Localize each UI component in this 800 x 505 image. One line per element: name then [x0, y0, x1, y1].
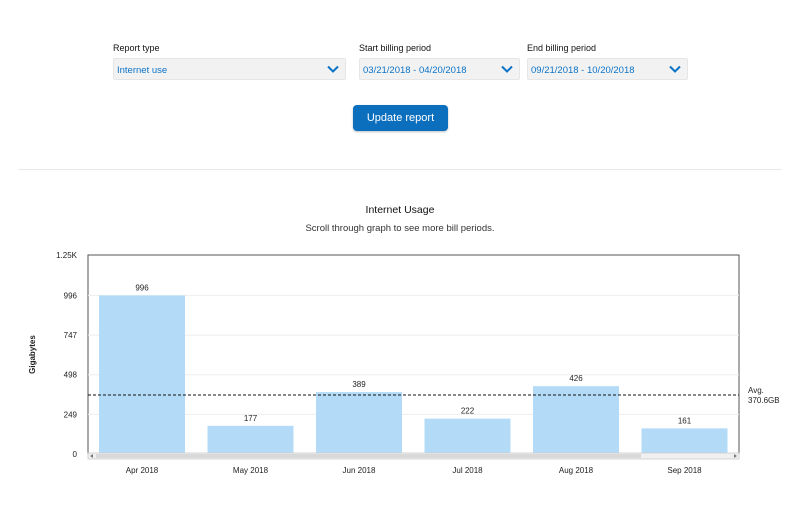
bar	[207, 425, 294, 454]
report-type-label: Report type	[113, 43, 160, 53]
bar	[424, 418, 511, 454]
end-period-label: End billing period	[527, 43, 597, 53]
scroll-right-icon[interactable]	[734, 454, 737, 458]
chart-title: Internet Usage	[365, 204, 435, 216]
y-axis-title: Gigabytes	[28, 335, 37, 374]
x-tick-label: Jun 2018	[343, 466, 376, 475]
y-tick-label: 249	[64, 410, 78, 419]
section-divider	[18, 169, 782, 170]
data-label: 161	[678, 416, 692, 425]
x-tick-label: Aug 2018	[559, 466, 594, 475]
chart-subtitle: Scroll through graph to see more bill pe…	[305, 223, 495, 234]
chevron-down-icon	[327, 65, 339, 73]
scrollbar-thumb[interactable]	[96, 454, 641, 458]
chevron-down-icon	[501, 65, 513, 73]
report-type-value: Internet use	[117, 65, 168, 76]
average-label: Avg.	[748, 386, 764, 395]
plot-frame	[87, 254, 740, 455]
bar	[99, 295, 185, 454]
x-tick-label: Sep 2018	[667, 466, 702, 475]
bar	[641, 428, 728, 454]
update-report-button[interactable]: Update report	[353, 105, 448, 131]
data-label: 996	[135, 283, 149, 292]
data-label: 389	[352, 380, 366, 389]
data-label: 177	[244, 414, 258, 423]
bar	[316, 392, 402, 454]
start-period-label: Start billing period	[359, 43, 432, 53]
internet-usage-chart: 0 249 498 747 996 1.25K Gigabytes 996 Apr 2018 17…	[28, 251, 780, 475]
average-value-label: 370.6GB	[748, 396, 780, 405]
report-type-select[interactable]: Internet use	[113, 58, 346, 80]
y-tick-label: 1.25K	[56, 251, 78, 260]
grid-lines	[87, 254, 740, 455]
x-tick-label: May 2018	[233, 466, 269, 475]
y-tick-label: 498	[64, 371, 78, 380]
bar	[533, 386, 619, 454]
start-period-value: 03/21/2018 - 04/20/2018	[363, 65, 467, 76]
x-tick-label: Apr 2018	[126, 466, 159, 475]
y-tick-label: 996	[64, 291, 78, 300]
x-tick-label: Jul 2018	[452, 466, 483, 475]
end-period-value: 09/21/2018 - 10/20/2018	[531, 65, 635, 76]
labels: 0 249 498 747 996 1.25K Gigabytes 996 Apr 2018 17…	[28, 251, 780, 475]
bars	[99, 295, 728, 454]
scroll-left-icon[interactable]	[90, 454, 93, 458]
y-tick-label: 0	[73, 450, 78, 459]
data-label: 222	[461, 407, 475, 416]
start-period-select[interactable]: 03/21/2018 - 04/20/2018	[359, 58, 520, 80]
y-tick-label: 747	[64, 331, 78, 340]
chevron-down-icon	[669, 65, 681, 73]
end-period-select[interactable]: 09/21/2018 - 10/20/2018	[527, 58, 688, 80]
data-label: 426	[569, 374, 583, 383]
